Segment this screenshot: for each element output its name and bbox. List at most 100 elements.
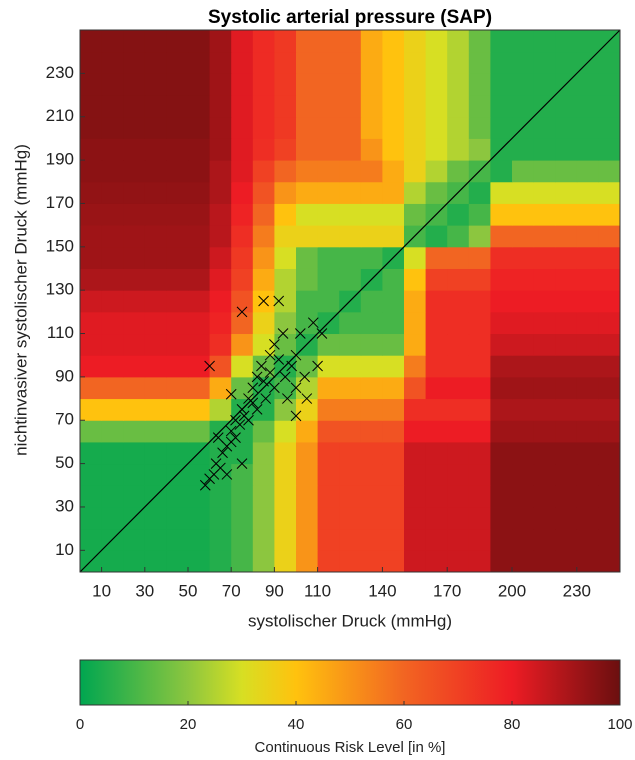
- x-axis-label: systolischer Druck (mmHg): [248, 611, 452, 630]
- heat-cell: [447, 95, 470, 118]
- heat-cell: [209, 355, 232, 378]
- heat-cell: [166, 268, 189, 291]
- heat-cell: [533, 376, 556, 400]
- y-tick-label: 10: [55, 540, 74, 559]
- heat-cell: [555, 138, 578, 161]
- heat-cell: [274, 246, 297, 269]
- heat-cell: [382, 333, 405, 356]
- heat-cell: [555, 463, 578, 486]
- heat-cell: [360, 333, 383, 356]
- heat-cell: [598, 51, 621, 74]
- heat-cell: [123, 463, 146, 486]
- heat-cell: [425, 528, 448, 551]
- heat-cell: [425, 246, 448, 269]
- heat-cell: [317, 528, 340, 551]
- heat-cell: [296, 51, 319, 74]
- heat-cell: [447, 51, 470, 74]
- heat-cell: [231, 441, 254, 465]
- heat-cell: [144, 51, 167, 74]
- scatter-marker: [282, 393, 293, 404]
- heat-cell: [80, 463, 103, 486]
- heat-cell: [188, 398, 211, 421]
- heat-cell: [188, 268, 211, 291]
- heat-cell: [382, 268, 405, 291]
- heat-cell: [296, 485, 319, 508]
- heat-cell: [252, 463, 275, 486]
- colorbar-tick-label: 100: [607, 716, 632, 733]
- heat-cell: [339, 30, 362, 53]
- heat-cell: [123, 376, 146, 400]
- heat-cell: [598, 246, 621, 269]
- heat-cell: [296, 225, 319, 248]
- heat-cell: [425, 225, 448, 248]
- heat-cell: [533, 138, 556, 161]
- heat-cell: [252, 398, 275, 421]
- heat-cell: [101, 203, 124, 226]
- heat-cell: [404, 441, 427, 465]
- heat-cell: [468, 95, 491, 118]
- heat-cell: [296, 30, 319, 53]
- heat-cell: [576, 203, 599, 226]
- heat-cell: [123, 95, 146, 118]
- heat-cell: [382, 420, 405, 443]
- heat-cell: [598, 376, 621, 400]
- heat-cell: [274, 116, 297, 139]
- heat-cell: [425, 73, 448, 96]
- heat-cell: [598, 398, 621, 421]
- heat-cell: [425, 160, 448, 183]
- scatter-marker: [277, 328, 289, 339]
- heat-cell: [468, 225, 491, 248]
- heat-cell: [317, 51, 340, 74]
- heat-cell: [360, 51, 383, 74]
- heat-cell: [339, 463, 362, 486]
- heat-cell: [447, 420, 470, 443]
- heat-cell: [447, 506, 470, 530]
- heat-cell: [188, 376, 211, 400]
- heat-cell: [512, 73, 535, 96]
- heat-cell: [447, 225, 470, 248]
- heat-cell: [382, 550, 405, 573]
- heat-cell: [274, 203, 297, 226]
- heat-cell: [123, 116, 146, 139]
- heat-cell: [339, 51, 362, 74]
- y-tick-label: 170: [46, 193, 74, 212]
- heat-cell: [425, 441, 448, 465]
- heat-cell: [123, 550, 146, 573]
- heat-cell: [512, 506, 535, 530]
- heat-cell: [490, 550, 513, 573]
- heat-cell: [360, 376, 383, 400]
- heat-cell: [555, 506, 578, 530]
- heat-cell: [447, 30, 470, 53]
- heat-cell: [447, 311, 470, 335]
- heat-cell: [274, 181, 297, 204]
- heat-cell: [468, 355, 491, 378]
- heat-cell: [404, 160, 427, 183]
- scatter-marker: [204, 360, 215, 372]
- heat-cell: [555, 203, 578, 226]
- heat-cell: [80, 506, 103, 530]
- heat-cell: [231, 160, 254, 183]
- heat-cell: [166, 311, 189, 335]
- heat-cell: [296, 528, 319, 551]
- heat-cell: [252, 51, 275, 74]
- heat-cell: [490, 463, 513, 486]
- heat-cell: [317, 73, 340, 96]
- heat-cell: [468, 485, 491, 508]
- heat-cell: [296, 95, 319, 118]
- heat-cell: [490, 441, 513, 465]
- heat-cell: [188, 311, 211, 335]
- heat-cell: [533, 550, 556, 573]
- heat-cell: [296, 355, 319, 378]
- heat-cell: [533, 506, 556, 530]
- heat-cell: [512, 376, 535, 400]
- heat-cell: [555, 95, 578, 118]
- heat-cell: [144, 463, 167, 486]
- heat-cell: [447, 138, 470, 161]
- heat-cell: [512, 398, 535, 421]
- scatter-marker: [264, 367, 276, 378]
- heat-cell: [555, 160, 578, 183]
- heat-cell: [80, 160, 103, 183]
- heat-cell: [533, 268, 556, 291]
- heat-cell: [339, 73, 362, 96]
- heat-cell: [209, 30, 232, 53]
